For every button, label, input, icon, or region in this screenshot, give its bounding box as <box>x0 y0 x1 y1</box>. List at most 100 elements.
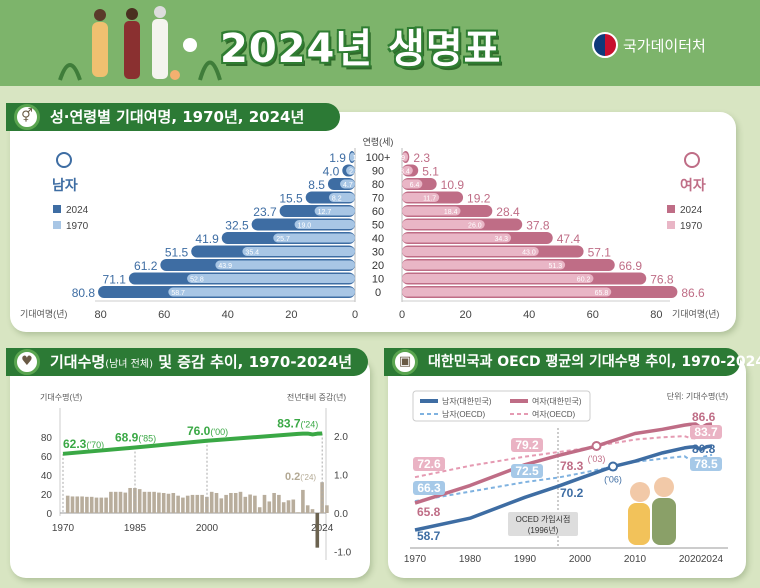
annotation-box <box>508 512 578 536</box>
change-bar <box>152 491 156 513</box>
female-x-tick: 40 <box>523 309 535 321</box>
male-1970-label: 1.7 <box>353 155 363 162</box>
legend-swatch-male-1970 <box>53 221 61 229</box>
change-bar <box>123 492 128 513</box>
male-1970-bar <box>187 274 355 283</box>
female-1970-bar <box>402 247 539 256</box>
male-x-tick: 80 <box>94 309 106 321</box>
left-y-tick: 0 <box>46 509 52 520</box>
change-bar <box>89 496 94 513</box>
female-x-tick: 60 <box>587 309 599 321</box>
male-1970-bar <box>340 179 355 189</box>
line-label: 83.7('24) <box>277 416 318 430</box>
change-bar <box>267 501 272 513</box>
female-1970-label: 1.9 <box>395 155 405 162</box>
change-bar <box>296 512 300 513</box>
label-oecd-female-1970-bg <box>413 457 445 471</box>
heart-icon: ♥ <box>14 349 40 375</box>
change-bar <box>157 492 161 513</box>
female-2024-label: 76.8 <box>650 273 674 287</box>
legend-male-1970: 1970 <box>66 221 89 232</box>
male-2024-label: 71.1 <box>103 273 127 287</box>
female-1970-bar <box>402 152 409 162</box>
age-label: 100+ <box>366 152 391 164</box>
label-oecd-male-1970: 66.3 <box>417 481 441 495</box>
label-oecd-female-2024-bg <box>690 425 722 439</box>
change-bar <box>181 497 185 513</box>
female-1970-bar <box>402 220 485 229</box>
male-x-tick: 40 <box>222 309 234 321</box>
crossover-label-female: ('03) <box>588 454 606 464</box>
change-bar <box>142 491 147 513</box>
change-bar <box>238 491 243 513</box>
female-2024-label: 28.4 <box>496 205 520 219</box>
male-1970-bar <box>328 193 355 202</box>
female-1970-label: 60.2 <box>577 277 591 284</box>
female-2024-label: 2.3 <box>413 151 430 165</box>
panel1-title: ⚥ 성·연령별 기대여명, 1970년, 2024년 <box>6 103 340 131</box>
label-oecd-female-1996: 79.2 <box>515 438 539 452</box>
female-1970-bar <box>402 179 423 189</box>
change-bar <box>80 496 84 513</box>
change-bar <box>104 497 108 513</box>
change-bar <box>65 495 70 513</box>
change-bar <box>109 491 113 513</box>
change-bar <box>272 492 276 513</box>
legend-swatch-male-2024 <box>53 205 61 213</box>
female-1970-bar <box>402 260 566 270</box>
male-1970-bar <box>168 287 355 297</box>
male-1970-bar <box>242 247 355 256</box>
left-y-tick: 80 <box>41 433 53 444</box>
change-bar <box>219 498 224 513</box>
age-label: 60 <box>372 206 384 218</box>
age-label: 0 <box>375 287 381 299</box>
x-tick: 2024 <box>311 523 334 534</box>
line-value: 68.9 <box>115 431 139 445</box>
change-bar <box>277 494 281 513</box>
label-korea-female-1970: 65.8 <box>417 505 441 519</box>
line-value: 76.0 <box>187 424 211 438</box>
female-1970-label: 51.3 <box>549 263 563 270</box>
male-1970-bar <box>273 233 355 243</box>
male-1970-label: 19.0 <box>298 223 312 230</box>
male-1970-bar <box>215 260 355 270</box>
header-banner: 2024년 생명표 국가데이터처 <box>0 0 760 86</box>
legend-box <box>412 390 591 422</box>
life-expectancy-line <box>62 431 323 456</box>
male-1970-bar <box>294 220 355 229</box>
female-1970-bar <box>402 206 461 216</box>
female-2024-label: 37.8 <box>526 219 550 233</box>
annotation-line2: (1996년) <box>528 525 559 535</box>
family-illustration <box>58 6 222 81</box>
change-bar <box>286 500 291 513</box>
crossover-marker-male <box>608 461 618 472</box>
male-x-axis-label: 기대여명(년) <box>20 308 67 319</box>
legend-female-1970: 1970 <box>680 221 703 232</box>
taegeuk-icon <box>592 32 618 58</box>
right-y-tick: 0.0 <box>334 509 348 520</box>
age-label: 50 <box>372 220 384 232</box>
female-1970-label: 43.0 <box>522 250 536 257</box>
change-bar <box>171 492 176 513</box>
change-bar <box>224 494 228 513</box>
change-bar <box>118 491 123 513</box>
change-bar <box>257 507 262 513</box>
female-1970-label: 11.7 <box>423 196 436 203</box>
female-1970-bar <box>402 287 612 297</box>
line-year-tag: ('70) <box>86 440 104 450</box>
change-bar <box>248 494 252 513</box>
gender-icon: ⚥ <box>14 104 40 130</box>
male-2024-label: 80.8 <box>72 286 96 300</box>
org-name: 국가데이터처 <box>623 36 706 55</box>
age-label: 40 <box>372 233 384 245</box>
x-tick: 1970 <box>52 523 75 534</box>
change-bar <box>190 494 195 513</box>
panel3-title: ▣ 대한민국과 OECD 평균의 기대수명 추이, 1970-2024년 <box>384 348 760 376</box>
female-1970-label: 18.4 <box>444 209 458 216</box>
label-oecd-male-1996: 72.5 <box>515 464 539 478</box>
male-1970-label: 25.7 <box>276 236 290 243</box>
legend-label: 남자(대한민국) <box>442 396 492 406</box>
male-avatar-icon <box>56 152 72 168</box>
change-bar <box>70 496 75 513</box>
